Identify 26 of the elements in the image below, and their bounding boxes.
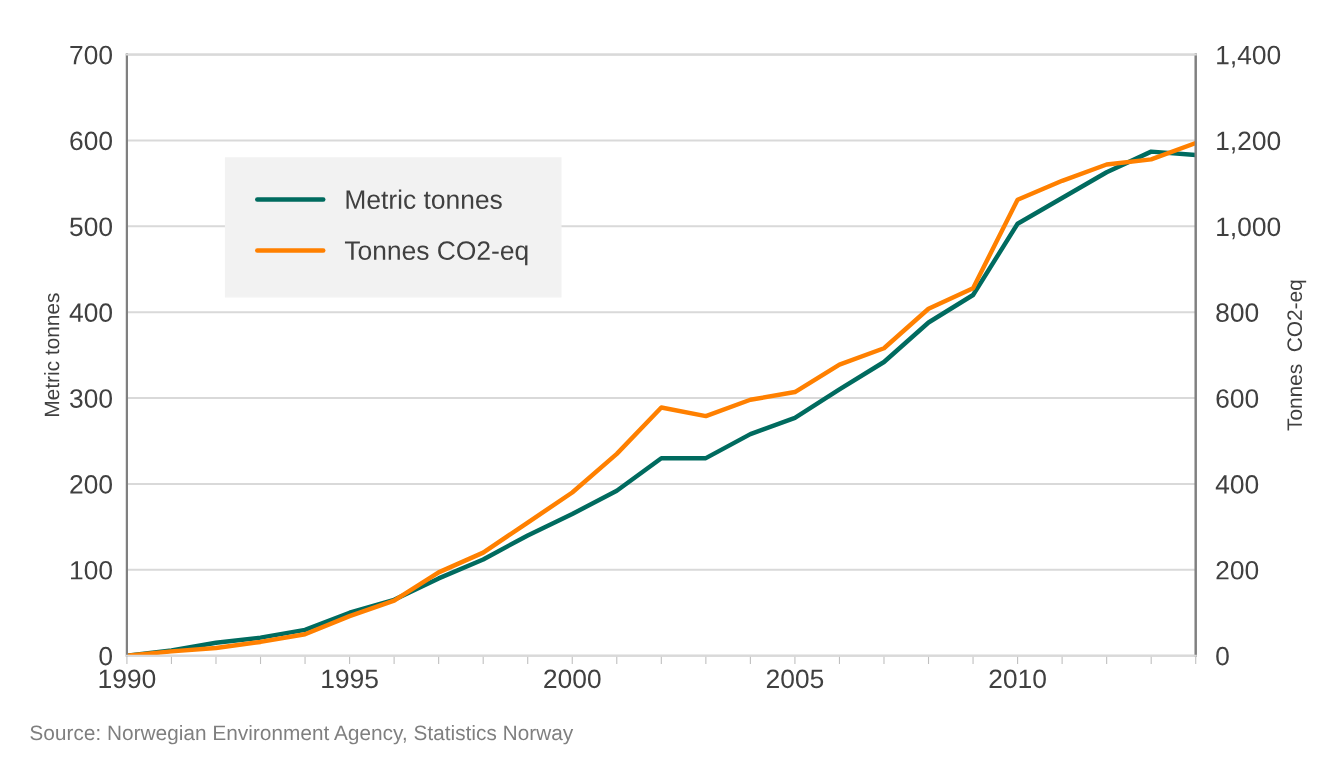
legend-label: Tonnes CO2-eq	[344, 241, 528, 266]
y-tick-label: 100	[71, 560, 112, 580]
x-tick-label: 1990	[99, 669, 156, 689]
x-tick-label: 2005	[766, 669, 824, 689]
y-tick-label: 0	[99, 646, 112, 666]
y-axis-title: Metric tonnes	[44, 293, 60, 416]
y2-tick-label: 1,400	[1217, 45, 1281, 68]
y2-axis-title: Tonnes CO2-eq	[1287, 280, 1307, 431]
y-tick-label: 400	[69, 303, 112, 323]
y2-tick-label: 1,200	[1217, 131, 1281, 154]
y2-tick-label: 400	[1215, 475, 1259, 494]
y2-tick-label: 600	[1216, 389, 1259, 408]
y2-tick-label: 0	[1216, 646, 1229, 666]
y2-tick-label: 1,000	[1217, 217, 1281, 240]
source-note: Source: Norwegian Environment Agency, Statistics Norway	[30, 724, 574, 745]
y2-tick-label: 200	[1216, 560, 1259, 580]
x-tick-label: 1995	[322, 669, 378, 689]
y-tick-label: 300	[70, 389, 112, 408]
y-tick-label: 500	[70, 217, 112, 237]
y-tick-label: 600	[70, 131, 112, 151]
x-tick-label: 2010	[989, 669, 1046, 689]
y-tick-label: 200	[70, 475, 112, 494]
x-tick-label: 2000	[544, 669, 601, 689]
legend-label: Metric tonnes	[346, 189, 502, 209]
y-tick-label: 700	[70, 45, 112, 65]
y2-tick-label: 800	[1216, 303, 1259, 323]
